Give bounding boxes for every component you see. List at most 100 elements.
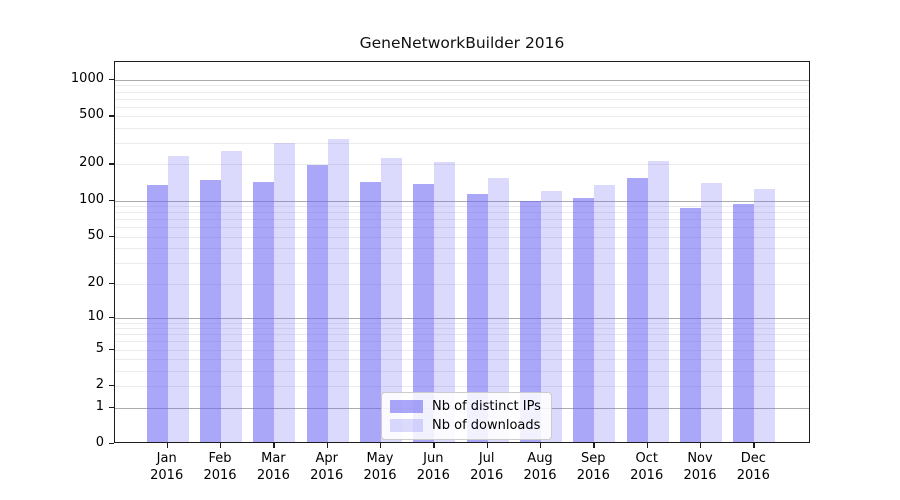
xtick-mark-jun [433,443,435,448]
gridline-minor-700 [115,98,809,100]
xtick-label-dec: Dec 2016 [736,451,770,483]
xtick-mark-sep [593,443,595,448]
xtick-label-jul: Jul 2016 [470,451,504,483]
bar-distinct-ips-feb [200,180,221,442]
ytick-label-5: 5 [95,340,104,356]
ytick-mark-500 [109,115,114,117]
bar-downloads-jun [434,162,456,442]
bar-downloads-nov [701,183,722,442]
ytick-label-1: 1 [95,398,104,414]
ytick-label-100: 100 [79,191,104,207]
bar-downloads-apr [327,139,349,442]
gridline-minor-30 [115,262,809,264]
ytick-label-1000: 1000 [70,70,104,86]
xtick-mark-nov [700,443,702,448]
ytick-label-10: 10 [87,308,104,324]
ytick-mark-1000 [109,78,114,81]
xtick-mark-jan [166,443,169,448]
ytick-label-500: 500 [79,107,104,123]
bar-downloads-sep [594,184,616,442]
xtick-label-oct: Oct 2016 [630,451,664,483]
ytick-mark-200 [109,163,114,165]
ytick-mark-10 [109,316,114,318]
xtick-label-sep: Sep 2016 [576,451,610,483]
legend-item-distinct-ips: Nb of distinct IPs [390,399,541,414]
gridline-minor-9 [115,322,809,324]
ytick-mark-50 [109,235,114,238]
xtick-mark-may [380,443,382,448]
gridline-minor-7 [115,334,809,336]
gridline-minor-6 [115,341,809,343]
ytick-mark-2 [109,385,114,387]
xtick-mark-apr [326,443,329,448]
gridline-minor-20 [115,283,809,285]
bar-downloads-jan [167,155,189,442]
bar-downloads-jul [487,177,509,442]
bar-downloads-mar [274,143,296,442]
xtick-label-nov: Nov 2016 [683,451,717,483]
bar-downloads-may [381,158,402,442]
legend-item-downloads: Nb of downloads [390,418,541,433]
chart-title: GeneNetworkBuilder 2016 [359,34,565,52]
xtick-mark-dec [753,443,755,448]
gridline-minor-40 [115,248,809,250]
xtick-label-apr: Apr 2016 [310,451,344,483]
gridline-minor-900 [115,85,809,87]
gridline-minor-400 [115,128,809,129]
xtick-label-jan: Jan 2016 [150,451,184,483]
legend-label-distinct-ips: Nb of distinct IPs [432,399,541,414]
gridline-minor-3 [115,370,809,372]
bar-distinct-ips-apr [306,165,328,442]
xtick-mark-feb [220,443,222,448]
bar-distinct-ips-nov [680,208,701,442]
gridline-minor-90 [115,206,809,208]
bar-downloads-aug [541,190,562,442]
bar-distinct-ips-sep [573,198,595,442]
gridline-minor-70 [115,219,809,221]
xtick-mark-oct [646,443,649,448]
bar-downloads-dec [754,188,776,442]
ytick-mark-100 [109,199,114,202]
bar-distinct-ips-oct [626,178,648,442]
gridline-minor-80 [115,212,809,214]
ytick-label-20: 20 [87,274,104,290]
gridline-minor-500 [115,116,809,118]
gridline-minor-4 [115,359,809,361]
bar-distinct-ips-jun [413,183,435,442]
legend-label-downloads: Nb of downloads [432,418,541,433]
ytick-label-50: 50 [87,227,104,243]
gridline-minor-50 [115,236,809,238]
ytick-mark-20 [109,282,114,284]
gridline-minor-8 [115,328,809,330]
gridline-minor-800 [115,91,809,93]
legend-swatch-distinct-ips-icon [390,400,423,413]
gridline-minor-2 [115,386,809,388]
gridline-minor-600 [115,106,809,108]
gridline-minor-60 [115,227,809,229]
gridline-major-1000 [115,79,809,81]
xtick-label-mar: Mar 2016 [256,451,290,483]
bar-distinct-ips-aug [520,200,541,442]
xtick-label-jun: Jun 2016 [416,451,450,483]
bar-distinct-ips-jan [146,184,168,442]
bar-distinct-ips-mar [253,181,275,442]
xtick-label-may: May 2016 [363,451,397,483]
legend: Nb of distinct IPs Nb of downloads [381,392,552,440]
bar-distinct-ips-may [360,182,381,442]
xtick-mark-jul [486,443,489,448]
bar-downloads-feb [221,151,242,442]
bar-distinct-ips-dec [733,204,755,442]
bar-distinct-ips-jul [466,193,488,442]
bar-downloads-oct [647,160,669,442]
gridline-minor-5 [115,349,809,351]
ytick-label-200: 200 [79,155,104,171]
gridline-minor-300 [115,143,809,145]
ytick-mark-1 [109,406,114,408]
gridline-major-10 [115,317,809,319]
gridline-minor-200 [115,164,809,166]
legend-swatch-downloads-icon [390,419,423,432]
xtick-label-aug: Aug 2016 [523,451,557,483]
gridline-major-100 [115,200,809,202]
xtick-mark-aug [540,443,542,448]
